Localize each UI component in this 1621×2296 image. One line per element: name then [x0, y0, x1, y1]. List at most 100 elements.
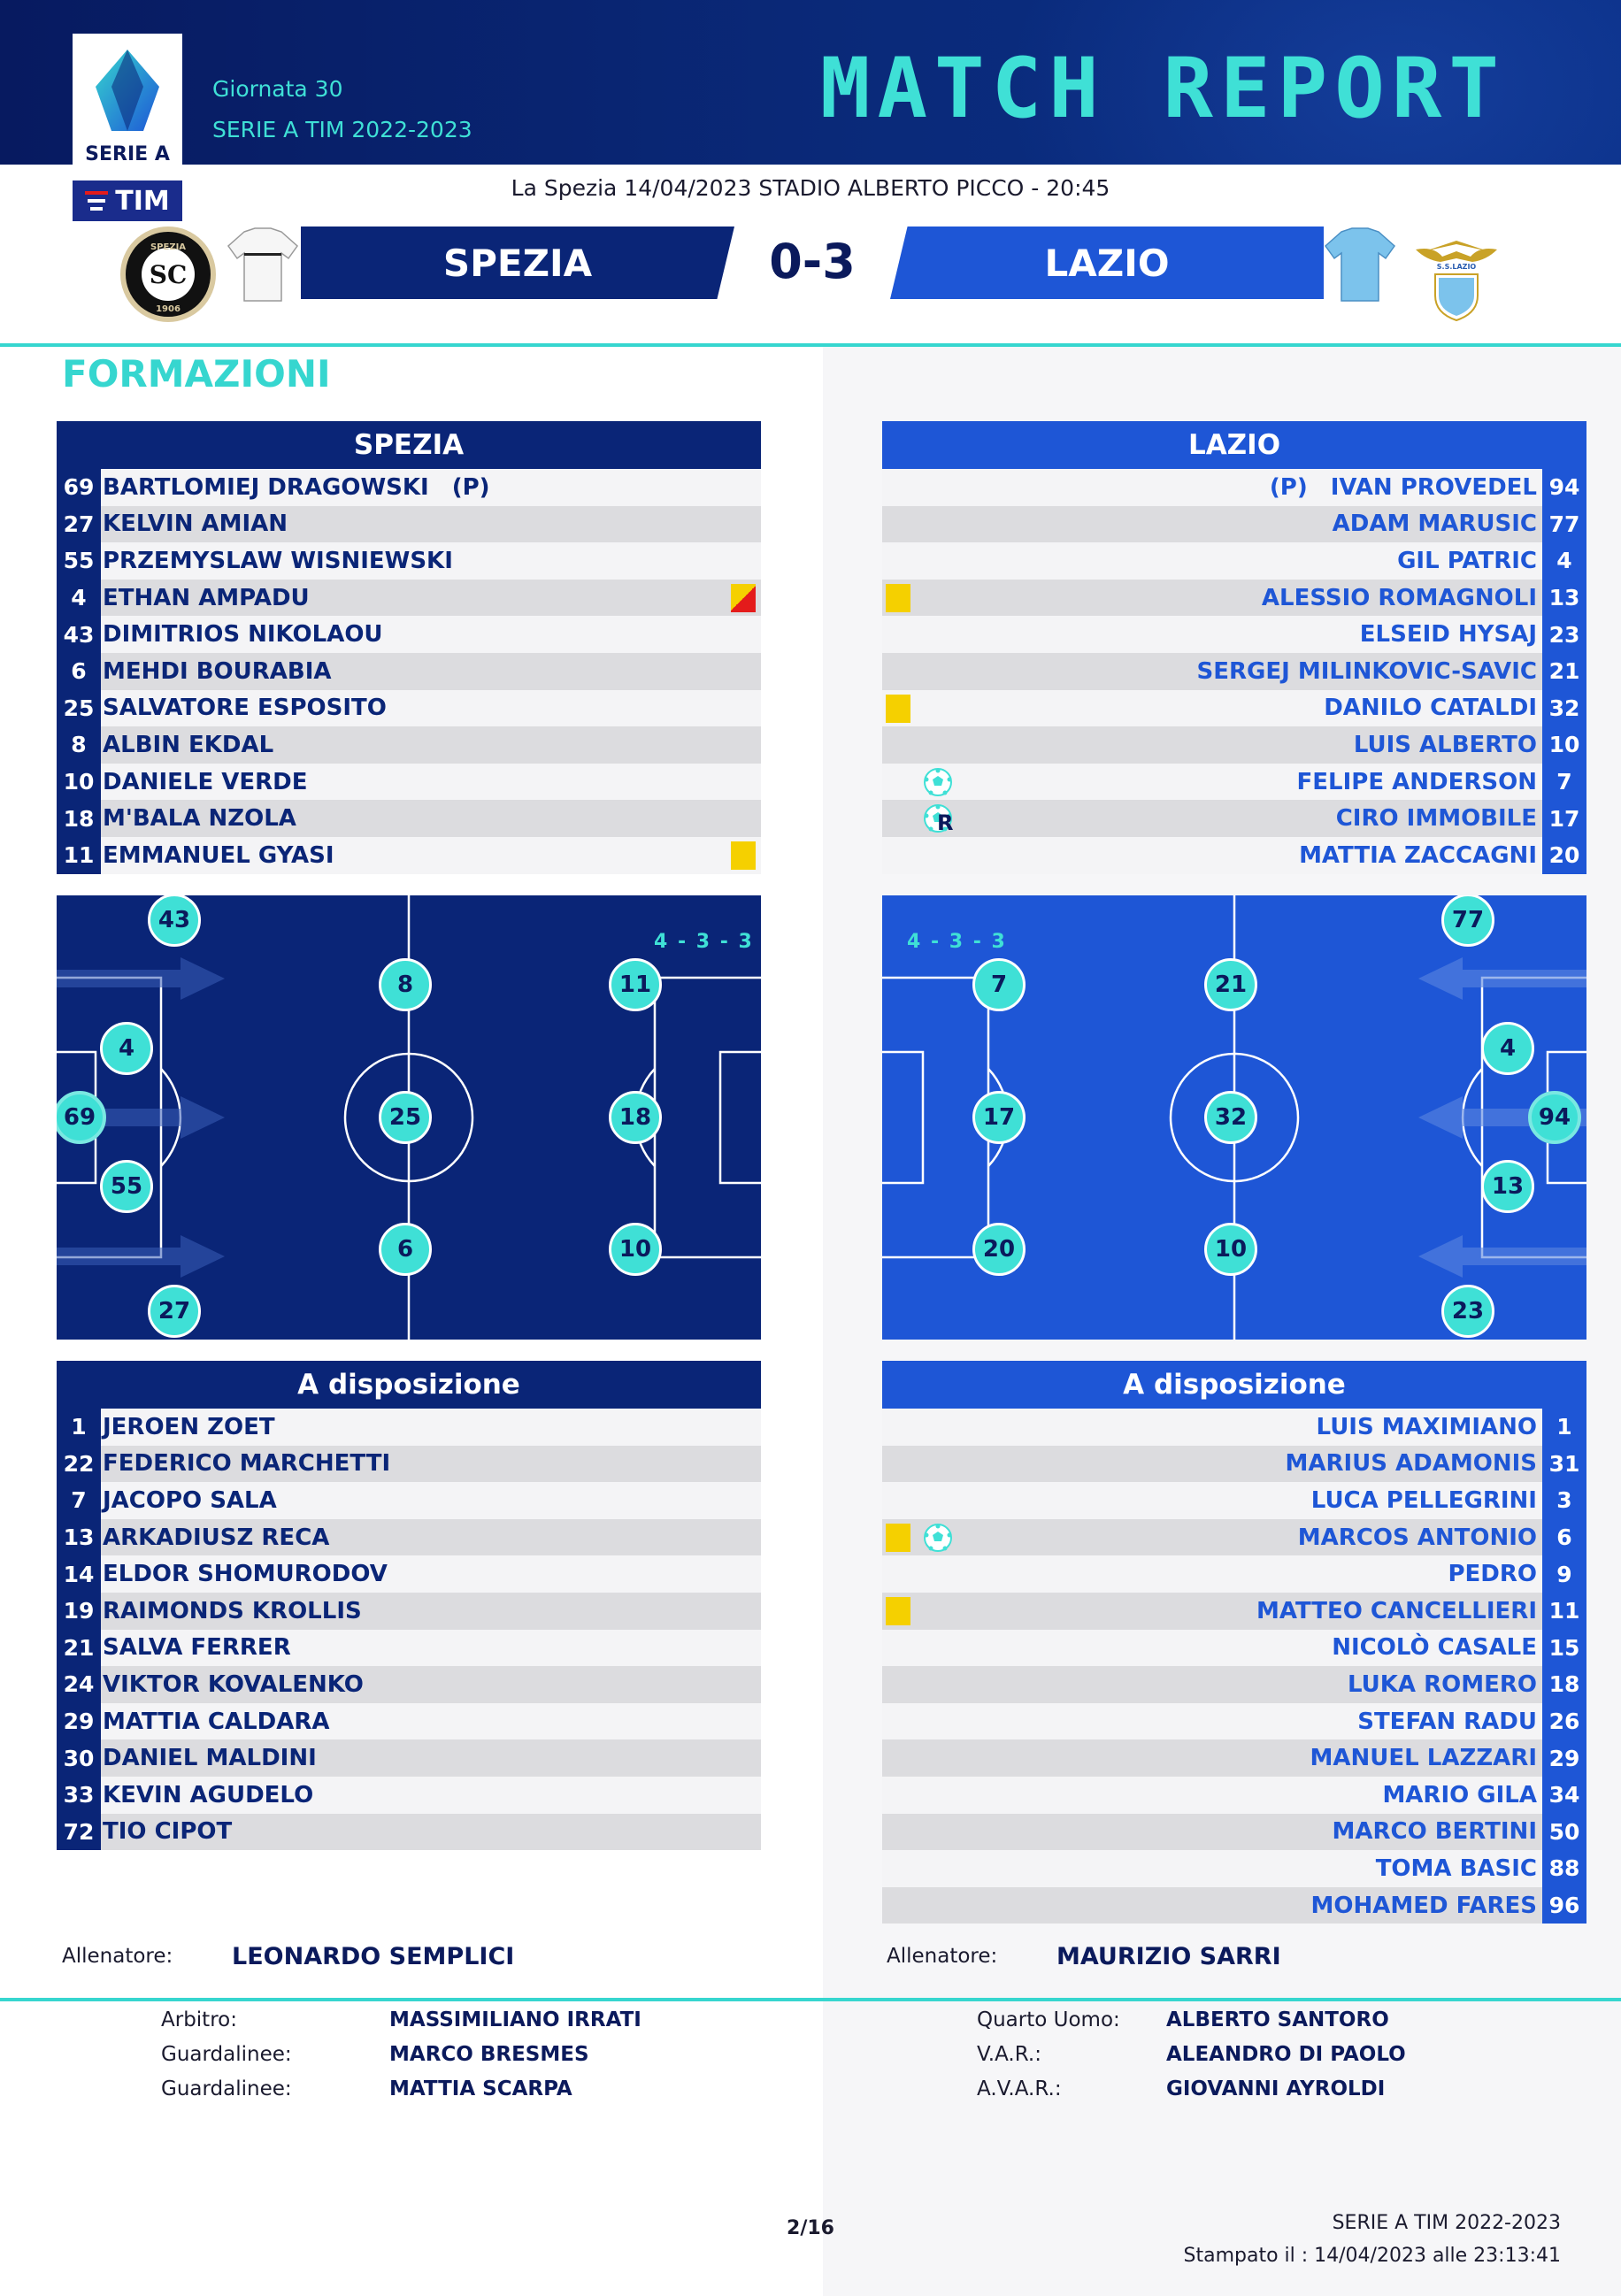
attack-direction-arrow-icon: [1418, 1096, 1586, 1139]
player-number: 7: [57, 1482, 101, 1519]
away-formation-label: 4 - 3 - 3: [907, 931, 1007, 953]
player-name: SALVA FERRER: [101, 1634, 761, 1661]
player-name-text: RAIMONDS KROLLIS: [103, 1597, 362, 1624]
goalkeeper-tag: (P): [451, 473, 490, 501]
player-number: 17: [1542, 800, 1586, 837]
player-row: 22 FEDERICO MARCHETTI: [57, 1445, 761, 1483]
player-number: 8: [57, 726, 101, 764]
player-name: NICOLÒ CASALE: [882, 1634, 1542, 1661]
attack-direction-arrow-icon: [1418, 957, 1586, 1000]
player-name-text: ETHAN AMPADU: [103, 584, 310, 611]
pitch-player: 23: [1441, 1285, 1494, 1338]
match-score: 0-3: [769, 234, 856, 289]
player-row: MATTEO CANCELLIERI 11: [882, 1592, 1586, 1630]
tim-logo: TIM: [73, 180, 182, 221]
pitch-player: 11: [609, 958, 662, 1011]
coaches-divider: [0, 1998, 1621, 2001]
player-name-text: ELDOR SHOMURODOV: [103, 1561, 388, 1588]
player-row: NICOLÒ CASALE 15: [882, 1629, 1586, 1667]
player-row: 7 JACOPO SALA: [57, 1482, 761, 1519]
attack-direction-arrow-icon: [57, 957, 225, 1000]
player-name: VIKTOR KOVALENKO: [101, 1671, 761, 1698]
player-row: 8 ALBIN EKDAL: [57, 726, 761, 764]
player-number: 23: [1542, 616, 1586, 653]
player-number: 26: [1542, 1702, 1586, 1740]
spezia-shirt-icon: [227, 227, 299, 302]
player-name-text: MOHAMED FARES: [1310, 1892, 1537, 1919]
player-name: STEFAN RADU: [882, 1709, 1542, 1735]
player-row: 19 RAIMONDS KROLLIS: [57, 1592, 761, 1630]
player-number: 10: [1542, 726, 1586, 764]
attack-direction-arrow-icon: [1418, 1235, 1586, 1278]
pitch-player: 43: [148, 895, 201, 947]
spezia-crest-text: SPEZIA: [150, 242, 186, 252]
player-name-text: TOMA BASIC: [1375, 1854, 1537, 1882]
player-name: MANUEL LAZZARI: [882, 1745, 1542, 1771]
official-name: GIOVANNI AYROLDI: [1166, 2077, 1386, 2100]
player-name: MARCOS ANTONIO: [882, 1524, 1542, 1551]
player-row: LUIS ALBERTO 10: [882, 726, 1586, 764]
player-row: ADAM MARUSIC 77: [882, 505, 1586, 543]
player-number: 1: [57, 1409, 101, 1446]
goal-ball-icon: [923, 803, 953, 833]
player-number: 11: [1542, 1592, 1586, 1630]
player-name: DANIEL MALDINI: [101, 1745, 761, 1771]
pitch-player: 27: [148, 1285, 201, 1338]
away-coach-label: Allenatore:: [887, 1945, 998, 1968]
pitch-player: 25: [379, 1091, 432, 1144]
player-name: DANIELE VERDE: [101, 769, 761, 795]
player-name: KEVIN AGUDELO: [101, 1782, 761, 1808]
player-row: MOHAMED FARES 96: [882, 1886, 1586, 1924]
player-name-text: JACOPO SALA: [103, 1486, 277, 1514]
player-number: 94: [1542, 469, 1586, 506]
player-number: 96: [1542, 1886, 1586, 1924]
player-number: 20: [1542, 836, 1586, 874]
pitch-player: 17: [972, 1091, 1026, 1144]
player-row: MANUEL LAZZARI 29: [882, 1739, 1586, 1777]
official-name: ALEANDRO DI PAOLO: [1166, 2043, 1406, 2066]
player-row: LUIS MAXIMIANO 1: [882, 1409, 1586, 1446]
player-name: FELIPE ANDERSON: [882, 769, 1542, 795]
pitch-player: 10: [609, 1223, 662, 1276]
player-name-text: STEFAN RADU: [1357, 1708, 1537, 1735]
player-name-text: FEDERICO MARCHETTI: [103, 1450, 391, 1478]
player-name-text: LUCA PELLEGRINI: [1310, 1486, 1537, 1514]
player-number: 15: [1542, 1629, 1586, 1667]
lazio-crest-text: S.S.LAZIO: [1437, 263, 1477, 271]
player-name: ARKADIUSZ RECA: [101, 1524, 761, 1551]
player-name-text: FELIPE ANDERSON: [1296, 768, 1537, 795]
player-number: 11: [57, 836, 101, 874]
player-name: MATTIA CALDARA: [101, 1709, 761, 1735]
yellow-card-icon: [886, 1596, 910, 1625]
home-team-name: SPEZIA: [442, 241, 593, 285]
serie-a-logo-panel: SERIE A: [73, 34, 182, 180]
player-row: FELIPE ANDERSON 7: [882, 763, 1586, 801]
player-number: 69: [57, 469, 101, 506]
player-name: TOMA BASIC: [882, 1855, 1542, 1882]
player-name-text: PEDRO: [1448, 1561, 1537, 1588]
player-name: ADAM MARUSIC: [882, 511, 1542, 537]
player-number: 29: [1542, 1739, 1586, 1777]
home-bench-header: A disposizione: [57, 1361, 761, 1409]
player-row: LUCA PELLEGRINI 3: [882, 1482, 1586, 1519]
player-name: ALBIN EKDAL: [101, 732, 761, 758]
serie-a-logo: SERIE A TIM: [73, 34, 182, 221]
player-number: 72: [57, 1813, 101, 1851]
player-name-text: VIKTOR KOVALENKO: [103, 1670, 364, 1698]
player-row: ELSEID HYSAJ 23: [882, 616, 1586, 653]
official-name: MASSIMILIANO IRRATI: [389, 2008, 641, 2031]
player-number: 18: [1542, 1666, 1586, 1703]
player-name: ELDOR SHOMURODOV: [101, 1561, 761, 1587]
away-bench-table: A disposizione LUIS MAXIMIANO 1 MARIUS ADA…: [882, 1361, 1586, 1924]
home-coach-name: LEONARDO SEMPLICI: [232, 1943, 515, 1970]
player-number: 24: [57, 1666, 101, 1703]
player-row: 18 M'BALA NZOLA: [57, 800, 761, 837]
player-name-text: GIL PATRIC: [1397, 547, 1537, 574]
home-coach-label: Allenatore:: [62, 1945, 173, 1968]
pitch-player: 32: [1204, 1091, 1257, 1144]
player-name: MARCO BERTINI: [882, 1818, 1542, 1845]
pitch-player: 4: [1481, 1022, 1534, 1075]
player-row: MATTIA ZACCAGNI 20: [882, 836, 1586, 874]
attack-direction-arrow-icon: [57, 1235, 225, 1278]
player-number: 27: [57, 505, 101, 543]
